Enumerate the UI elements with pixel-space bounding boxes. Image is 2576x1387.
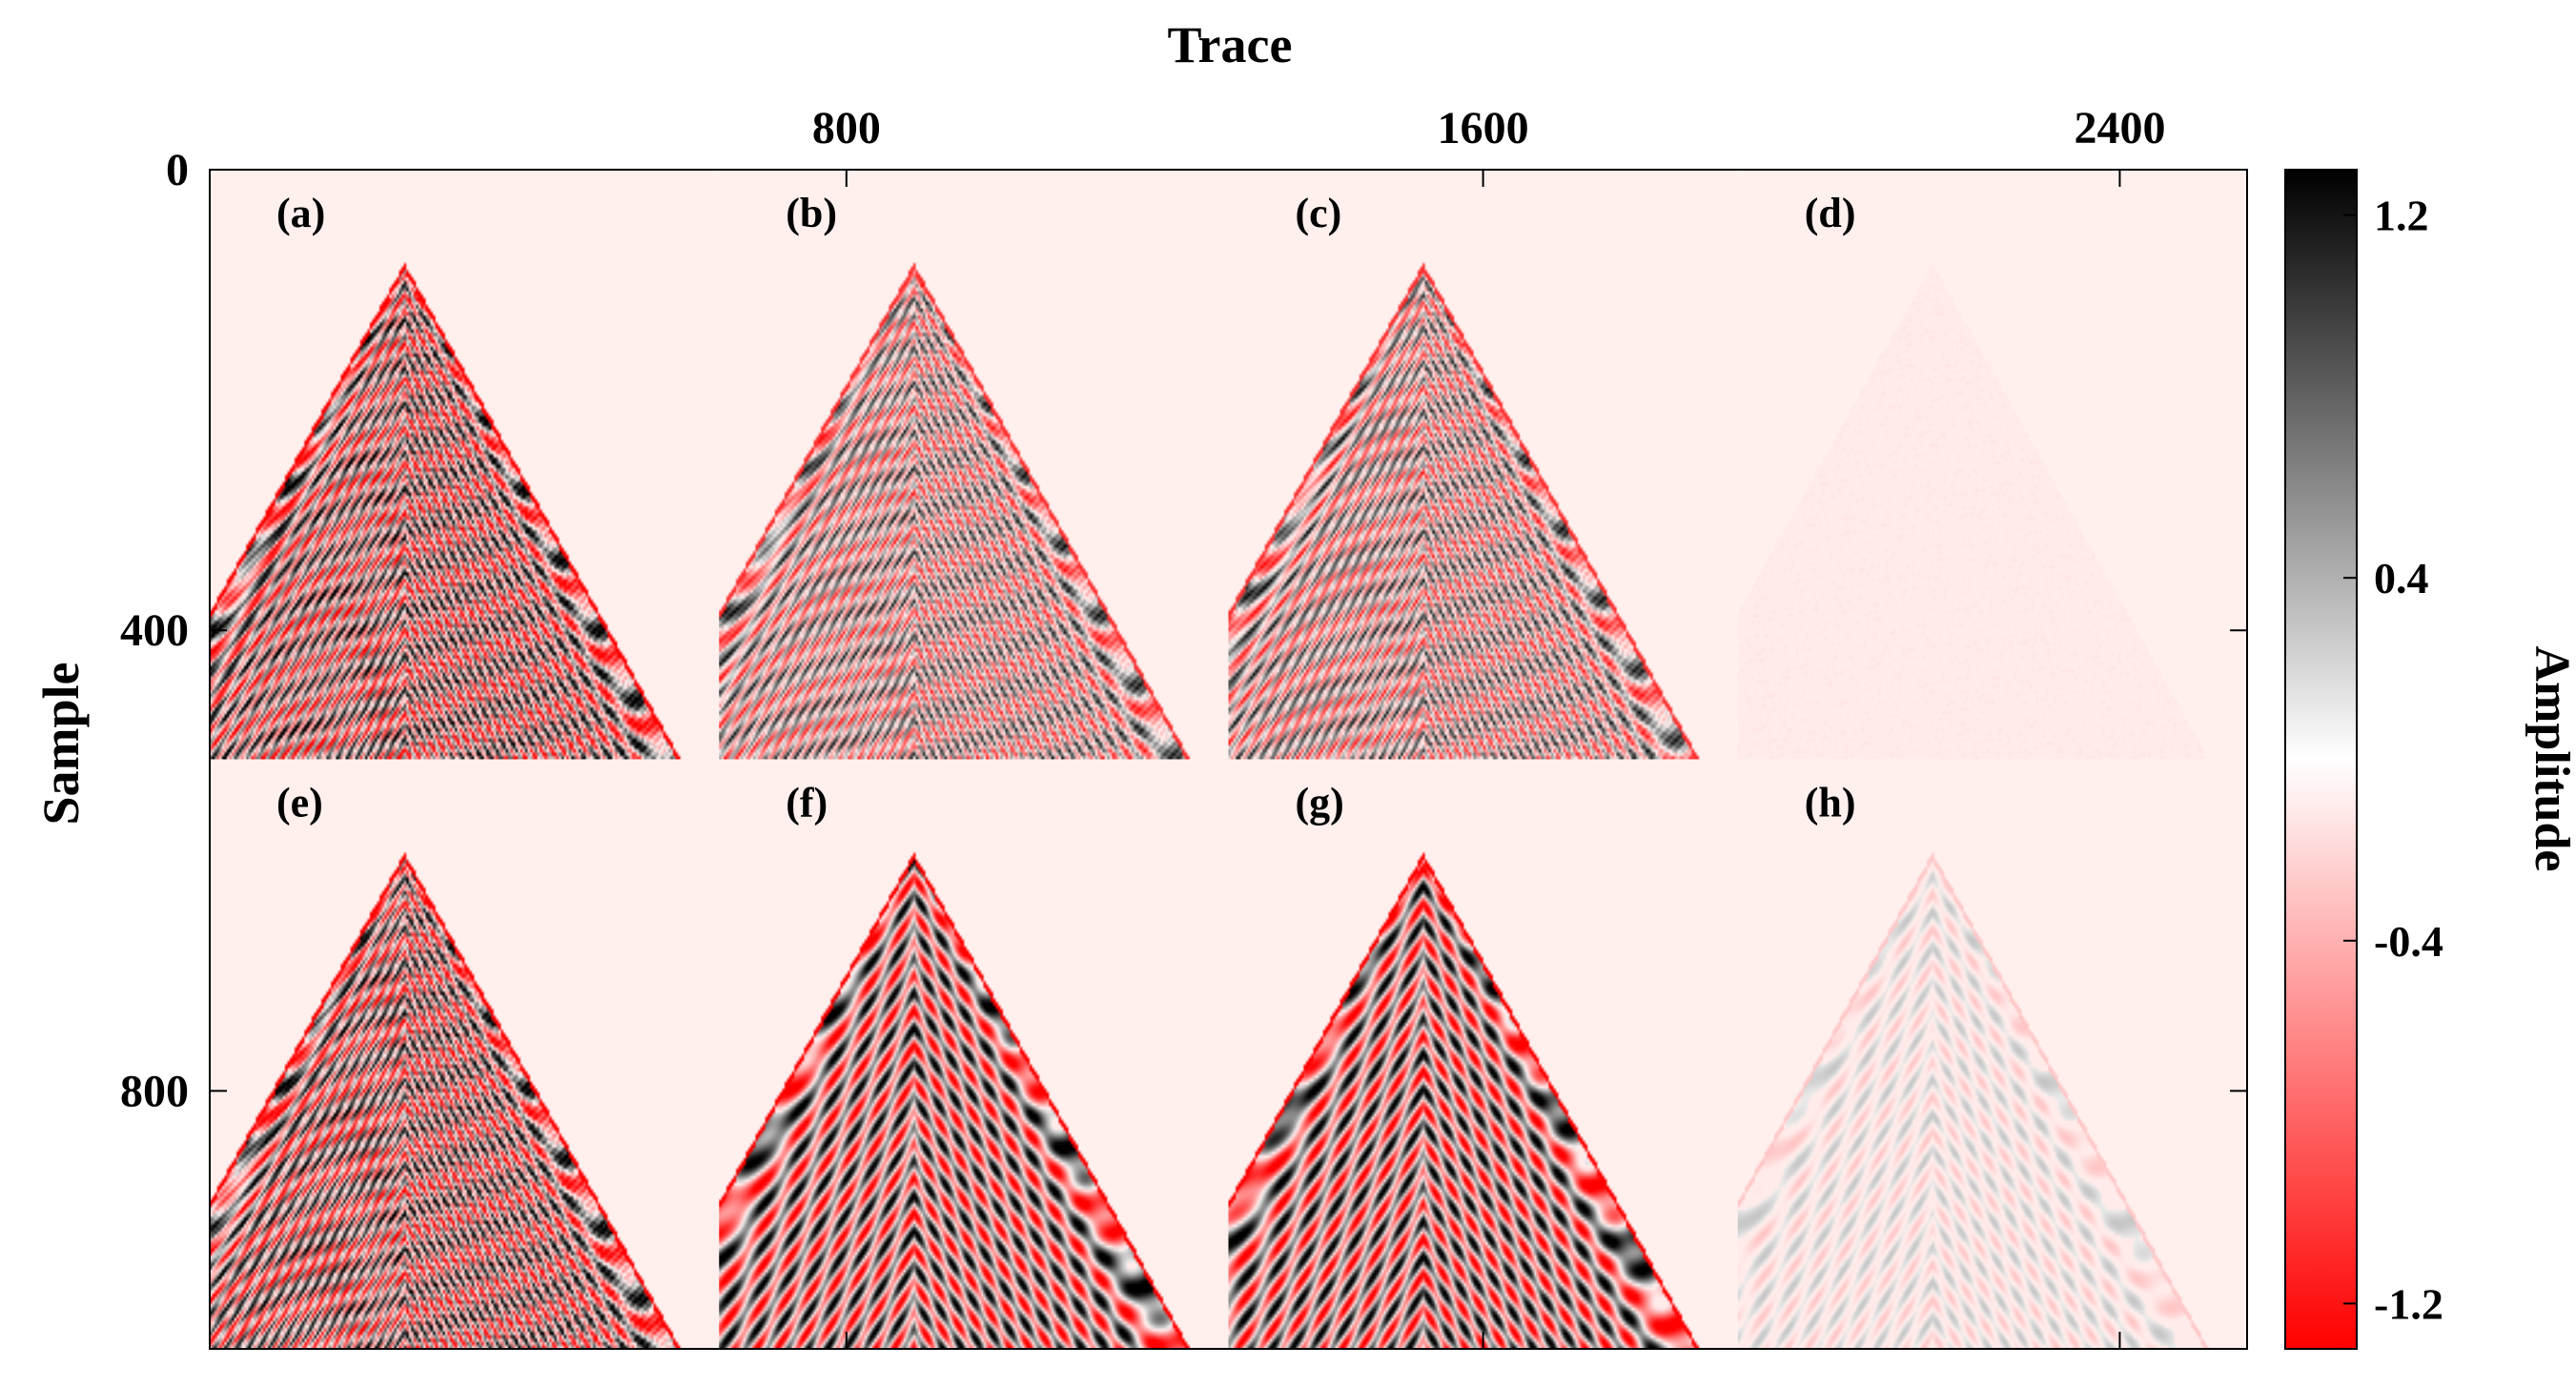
x-tick-label: 1600: [1438, 103, 1529, 153]
y-tick-label: 400: [120, 605, 189, 656]
seismic-panel: [1228, 759, 1738, 1349]
colorbar-tick-label: -1.2: [2374, 1279, 2443, 1328]
colorbar-tick-label: 0.4: [2374, 554, 2429, 602]
panel-label: (e): [276, 780, 323, 826]
panel-label: (g): [1296, 780, 1344, 826]
panel-label: (h): [1805, 780, 1856, 826]
colorbar: 1.2 0.4 -0.4 -1.2: [2284, 169, 2443, 1350]
seismic-panel: [719, 170, 1229, 760]
seismic-panel: [210, 170, 720, 760]
x-axis-title: Trace: [1168, 16, 1293, 73]
panel-label: (b): [786, 190, 837, 236]
seismic-panel: [719, 759, 1229, 1349]
panel-label: (c): [1296, 190, 1342, 236]
y-axis-title: Sample: [32, 662, 90, 825]
colorbar-title: Amplitude: [2525, 646, 2576, 872]
panel-label: (d): [1805, 190, 1856, 236]
y-tick-label: 0: [166, 145, 189, 195]
panel-group: (a) (b) (c) (d) (e) (f) (g) (h): [210, 170, 2247, 1349]
panel-label: (a): [276, 190, 325, 236]
seismic-panel: [1737, 170, 2247, 760]
x-tick-label: 800: [812, 103, 881, 153]
axis-ticks: 800 1600 2400 0 400 800: [120, 103, 2247, 1349]
seismic-panel: [1737, 759, 2247, 1349]
y-tick-label: 800: [120, 1066, 189, 1116]
seismic-panel: [1228, 170, 1738, 760]
seismic-panel: [210, 759, 720, 1349]
plot-frame: [209, 169, 2248, 1350]
x-tick-label: 2400: [2074, 103, 2165, 153]
colorbar-gradient: [2284, 169, 2358, 1350]
panel-label: (f): [786, 780, 828, 826]
colorbar-tick-label: 1.2: [2374, 192, 2429, 240]
colorbar-tick-label: -0.4: [2374, 917, 2443, 966]
